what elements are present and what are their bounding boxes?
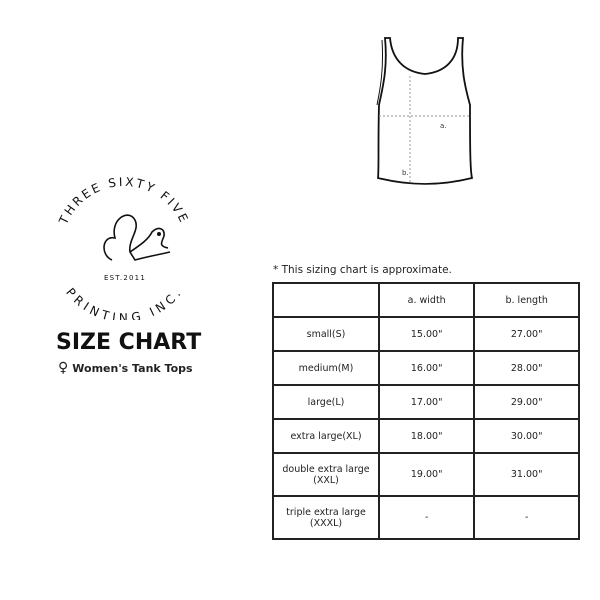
page-title: SIZE CHART bbox=[56, 330, 202, 355]
squirrel-icon bbox=[103, 214, 171, 261]
width-cell: 19.00" bbox=[377, 452, 476, 497]
width-cell: 16.00" bbox=[377, 350, 476, 386]
column-header: a. width bbox=[377, 282, 476, 318]
width-cell: 18.00" bbox=[377, 418, 476, 454]
length-cell: 27.00" bbox=[473, 316, 580, 352]
width-cell: 17.00" bbox=[377, 384, 476, 420]
size-name-cell: triple extra large (XXXL) bbox=[272, 495, 380, 540]
subtitle-text: Women's Tank Tops bbox=[72, 362, 193, 375]
table-row: medium(M) 16.00" 28.00" bbox=[272, 350, 580, 386]
subtitle: ♀ Women's Tank Tops bbox=[58, 360, 193, 376]
established-text: EST.2011 bbox=[104, 274, 146, 282]
size-name-cell: double extra large (XXL) bbox=[272, 452, 380, 497]
size-name-cell: small(S) bbox=[272, 316, 380, 352]
size-name-cell: extra large(XL) bbox=[272, 418, 380, 454]
label-a: a. bbox=[440, 122, 447, 130]
svg-text:THREE SIXTY FIVE: THREE SIXTY FIVE bbox=[56, 175, 192, 227]
table-row: triple extra large (XXXL) - - bbox=[272, 495, 580, 540]
table-row: small(S) 15.00" 27.00" bbox=[272, 316, 580, 352]
length-cell: 28.00" bbox=[473, 350, 580, 386]
size-name-cell: large(L) bbox=[272, 384, 380, 420]
size-name-cell: medium(M) bbox=[272, 350, 380, 386]
column-header: b. length bbox=[473, 282, 580, 318]
brand-logo: THREE SIXTY FIVE PRINTING INC. EST.2011 bbox=[56, 175, 192, 320]
table-row: double extra large (XXL) 19.00" 31.00" bbox=[272, 452, 580, 497]
table-row: extra large(XL) 18.00" 30.00" bbox=[272, 418, 580, 454]
svg-text:PRINTING INC.: PRINTING INC. bbox=[63, 285, 185, 320]
width-cell: - bbox=[377, 495, 476, 540]
tank-top-diagram: a. b. bbox=[376, 37, 474, 185]
length-cell: 30.00" bbox=[473, 418, 580, 454]
column-header bbox=[272, 282, 380, 318]
table-header-row: a. width b. length bbox=[272, 282, 580, 318]
female-symbol-icon: ♀ bbox=[58, 360, 69, 376]
length-cell: 29.00" bbox=[473, 384, 580, 420]
approximation-note: * This sizing chart is approximate. bbox=[273, 264, 452, 276]
table-row: large(L) 17.00" 29.00" bbox=[272, 384, 580, 420]
length-cell: - bbox=[473, 495, 580, 540]
label-b: b. bbox=[402, 169, 409, 177]
size-table: a. width b. length small(S) 15.00" 27.00" med… bbox=[272, 282, 580, 540]
length-cell: 31.00" bbox=[473, 452, 580, 497]
width-cell: 15.00" bbox=[377, 316, 476, 352]
